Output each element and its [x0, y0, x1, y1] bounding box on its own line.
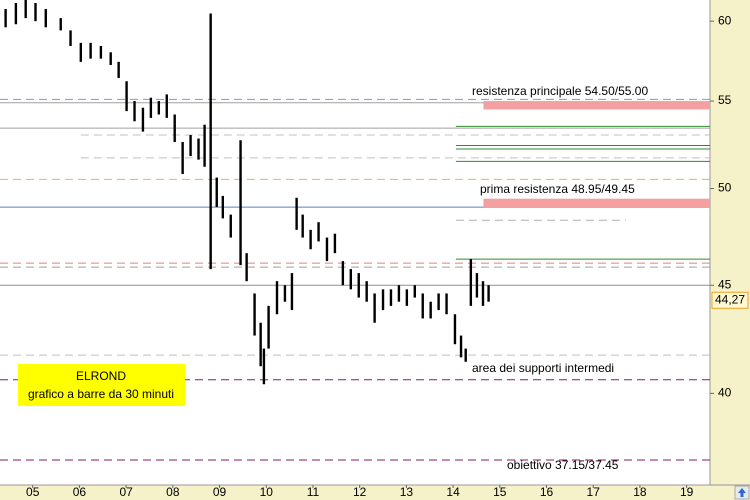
x-tick-label: 15 — [493, 485, 507, 499]
plot-area — [0, 0, 710, 461]
label-box — [18, 364, 185, 406]
x-tick-label: 05 — [26, 485, 40, 499]
x-tick-label: 13 — [400, 485, 414, 499]
x-tick-label: 10 — [260, 485, 274, 499]
x-axis-panel — [0, 485, 750, 500]
annotation: grafico a barre da 30 minuti — [28, 387, 174, 401]
annotation: obiettivo 37.15/37.45 — [507, 458, 619, 472]
x-tick-label: 17 — [587, 485, 601, 499]
arrow-icon — [738, 488, 746, 497]
y-axis-panel — [710, 0, 750, 500]
annotation: resistenza principale 54.50/55.00 — [472, 84, 648, 98]
y-tick-label: 40 — [718, 386, 732, 400]
x-tick-label: 06 — [73, 485, 87, 499]
last-price-label: 44,27 — [715, 292, 745, 306]
annotation: ELROND — [76, 369, 126, 383]
x-tick-label: 19 — [680, 485, 694, 499]
x-tick-label: 14 — [446, 485, 460, 499]
y-tick-label: 45 — [718, 277, 732, 291]
zone — [483, 101, 710, 110]
x-tick-label: 08 — [166, 485, 180, 499]
annotation: area dei supporti intermedi — [472, 361, 614, 375]
x-tick-label: 18 — [633, 485, 647, 499]
y-tick-label: 50 — [718, 181, 732, 195]
last-price-box — [711, 291, 749, 309]
x-tick-label: 09 — [213, 485, 227, 499]
x-tick-label: 11 — [307, 485, 320, 499]
x-tick-label: 07 — [119, 485, 133, 499]
x-tick-label: 16 — [540, 485, 554, 499]
zone — [483, 198, 710, 209]
y-tick-label: 60 — [718, 13, 732, 27]
annotation: prima resistenza 48.95/49.45 — [480, 182, 635, 196]
x-tick-label: 12 — [353, 485, 367, 499]
y-tick-label: 55 — [718, 93, 732, 107]
corner-icon[interactable] — [734, 485, 750, 500]
